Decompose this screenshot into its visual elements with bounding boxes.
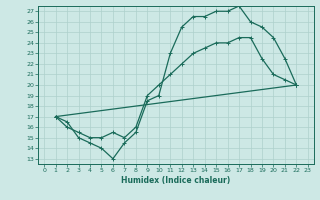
X-axis label: Humidex (Indice chaleur): Humidex (Indice chaleur) (121, 176, 231, 185)
